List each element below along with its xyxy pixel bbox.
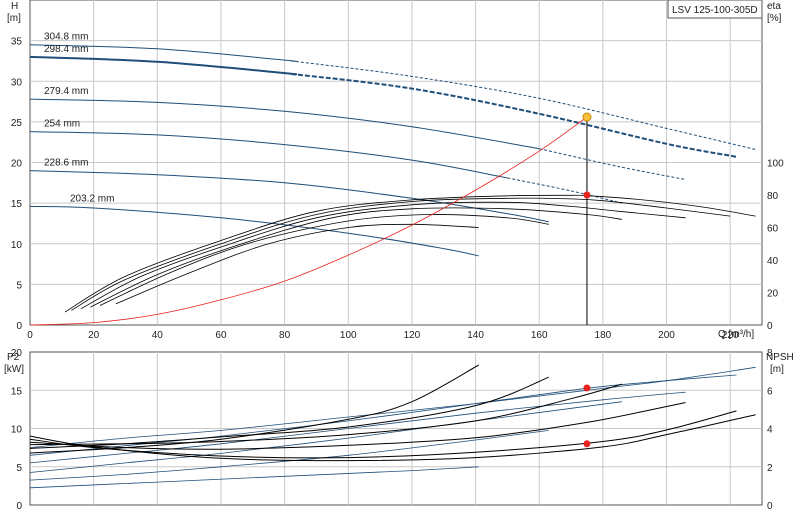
- power-curve: [29, 364, 479, 454]
- y2-tick-label: 100: [767, 159, 784, 170]
- npsh-curve: [29, 430, 549, 481]
- top-x-axis-label: Q [m³/h]: [718, 329, 754, 340]
- y-tick-label: 5: [16, 280, 22, 291]
- head-curve-solid: [29, 44, 297, 62]
- bottom-y2-axis-label-1: NPSH: [766, 352, 794, 363]
- top-tick-labels: 0 20 40 60 80 100 120 140 160 180 200 2200510152025…: [11, 37, 784, 341]
- npsh-curve: [29, 466, 479, 489]
- npsh-curve: [29, 374, 737, 456]
- efficiency-curve: [64, 194, 756, 313]
- head-curve-label: 203.2 mm: [70, 193, 114, 204]
- bottom-tick-labels: 0 5 10 15 20 0 2 4 6 8: [11, 348, 773, 512]
- head-curve: [29, 170, 549, 223]
- bottom-grid: [30, 352, 762, 505]
- bottom-y-axis-label-1: P2: [7, 352, 20, 363]
- x-tick-label: 180: [595, 330, 612, 341]
- head-curve: [29, 205, 479, 257]
- bottom-y2-tick-label: 6: [767, 386, 773, 397]
- x-tick-label: 120: [404, 330, 421, 341]
- x-tick-label: 40: [152, 330, 164, 341]
- head-curve-label: 298.4 mm: [44, 44, 88, 55]
- bottom-y-tick-label: 0: [16, 501, 22, 512]
- head-curve-dashed: [507, 177, 623, 204]
- y2-tick-label: 20: [767, 289, 779, 300]
- top-y2-axis-label-1: eta: [767, 1, 781, 12]
- bottom-y2-tick-label: 0: [767, 501, 773, 512]
- npsh-curve: [29, 401, 623, 473]
- x-tick-label: 220: [722, 330, 739, 341]
- power-curve: [29, 376, 549, 449]
- chart-title: LSV 125-100-305D: [672, 5, 758, 16]
- y2-tick-label: 0: [767, 321, 773, 332]
- bottom-y-tick-label: 10: [11, 425, 23, 436]
- title-box: [667, 0, 763, 19]
- bottom-y-tick-label: 20: [11, 348, 23, 359]
- efficiency-curve: [90, 207, 623, 308]
- head-curve-dashed: [290, 72, 737, 158]
- bottom-y2-tick-label: 8: [767, 348, 773, 359]
- bottom-y-tick-label: 5: [16, 463, 22, 474]
- y-tick-label: 10: [11, 240, 23, 251]
- efficiency-curve: [71, 197, 731, 311]
- top-y-axis-label-1: H: [11, 1, 18, 12]
- y2-tick-label: 60: [767, 224, 779, 235]
- head-curve-label: 254 mm: [44, 119, 80, 130]
- bottom-y2-axis-label-2: [m]: [770, 364, 784, 375]
- y-tick-label: 25: [11, 118, 23, 129]
- y-tick-label: 30: [11, 77, 23, 88]
- x-tick-label: 100: [340, 330, 357, 341]
- duty-point-power-marker: [583, 384, 591, 392]
- duty-point-marker: [582, 112, 592, 122]
- power-curve: [29, 414, 756, 462]
- head-curve-dashed: [290, 60, 756, 150]
- duty-point-efficiency-marker: [583, 191, 591, 199]
- y-tick-label: 20: [11, 159, 23, 170]
- head-curve-label: 228.6 mm: [44, 158, 88, 169]
- bottom-y-axis-label-2: [kW]: [4, 364, 24, 375]
- npsh-curve: [29, 391, 686, 464]
- y-tick-label: 35: [11, 37, 23, 48]
- duty-markers: [582, 112, 592, 448]
- efficiency-curve: [99, 214, 549, 306]
- x-tick-label: 80: [279, 330, 291, 341]
- x-tick-label: 20: [88, 330, 100, 341]
- x-tick-label: 200: [658, 330, 675, 341]
- power-curve: [29, 410, 737, 459]
- y-tick-label: 0: [16, 321, 22, 332]
- head-curve-solid: [29, 131, 508, 179]
- head-curve-label: 304.8 mm: [44, 32, 88, 43]
- power-curve: [29, 383, 623, 446]
- top-y-axis-label-2: [m]: [7, 13, 21, 24]
- top-grid: [30, 0, 762, 325]
- head-curve-solid: [29, 55, 298, 76]
- bottom-y2-tick-label: 2: [767, 463, 773, 474]
- y2-tick-label: 40: [767, 256, 779, 267]
- x-tick-label: 60: [215, 330, 227, 341]
- head-curve-solid: [29, 98, 540, 150]
- top-y2-axis-label-2: [%]: [767, 13, 782, 24]
- y2-tick-label: 80: [767, 191, 779, 202]
- system-curve: [29, 116, 588, 326]
- npsh-curve: [29, 366, 756, 448]
- x-tick-label: 140: [467, 330, 484, 341]
- bottom-y2-tick-label: 4: [767, 425, 773, 436]
- y-tick-label: 15: [11, 199, 23, 210]
- head-curve-label: 279.4 mm: [44, 86, 88, 97]
- x-tick-label: 0: [27, 330, 33, 341]
- x-tick-label: 160: [531, 330, 548, 341]
- efficiency-curve: [80, 201, 686, 310]
- head-curve-dashed: [539, 148, 686, 181]
- efficiency-curve: [115, 223, 479, 305]
- duty-point-npsh-marker: [583, 440, 591, 448]
- bottom-y-tick-label: 15: [11, 386, 23, 397]
- bottom-series-layer: [29, 364, 756, 489]
